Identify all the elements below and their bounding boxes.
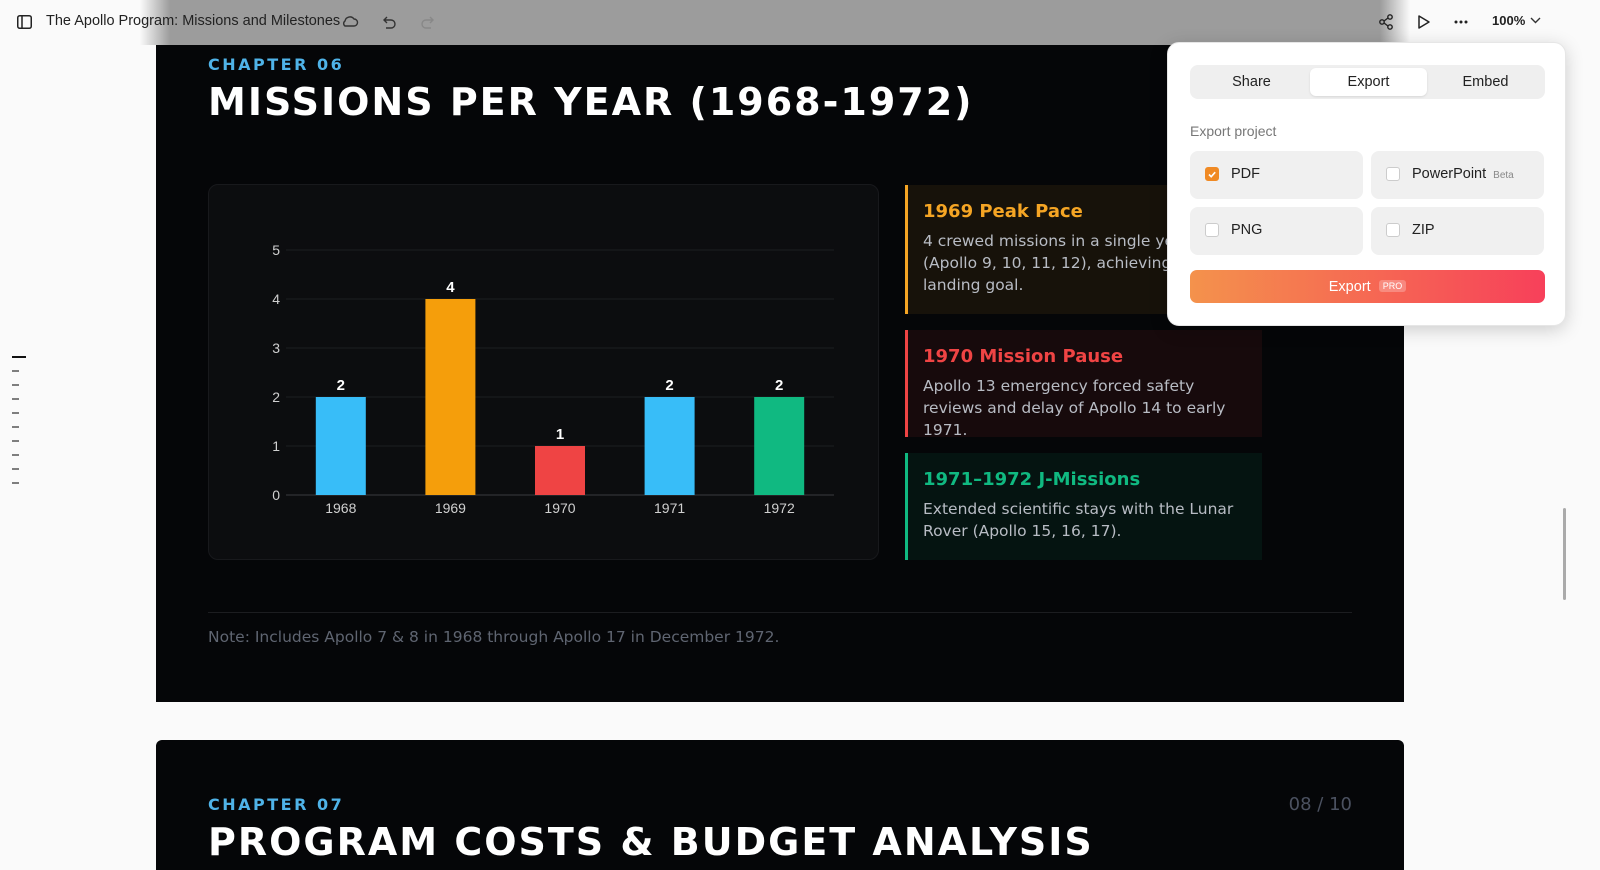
option-badge: Beta [1493,170,1514,181]
y-tick-label: 0 [272,487,280,503]
bar [315,397,366,495]
bar [425,299,476,495]
sidebar-toggle[interactable] [17,15,32,29]
tab-bar: Share Export Embed [1190,65,1545,99]
card-title: 1970 Mission Pause [923,346,1124,367]
checkbox[interactable] [1205,223,1219,237]
checkbox[interactable] [1386,167,1400,181]
option-label: ZIP [1412,222,1435,238]
option-name: ZIP [1412,222,1435,238]
data-label: 2 [337,377,345,394]
export-option[interactable]: PNG [1190,207,1363,255]
card-title: 1971–1972 J-Missions [923,469,1141,490]
y-tick-label: 2 [272,389,280,405]
option-label: PNG [1231,222,1262,238]
insight-card: 1970 Mission Pause Apollo 13 emergency fo… [905,330,1262,439]
chart-card [208,184,879,560]
option-label: PowerPoint Beta [1412,166,1514,182]
export-panel: Share Export Embed Export project PDF Power… [1167,42,1566,326]
checkbox[interactable] [1205,167,1219,181]
scrollbar[interactable] [1563,508,1566,600]
export-button-label: Export [1328,279,1371,295]
option-name: PowerPoint [1412,166,1487,182]
bar-chart: 0 1 2 3 4 5 1968 2 1969 4 1970 1 1971 2 1972 2 [272,242,834,516]
slide-title: MISSIONS PER YEAR (1968-1972) [208,80,974,124]
export-option[interactable]: ZIP [1371,207,1544,255]
section-label: Export project [1190,123,1277,139]
toolbar-shade [140,0,1410,45]
x-tick-label: 1970 [544,500,575,516]
document-title: The Apollo Program: Missions and Milesto… [46,13,341,29]
card-title: 1969 Peak Pace [923,201,1083,222]
tab[interactable]: Export [1310,68,1427,96]
export-option[interactable]: PDF [1190,151,1363,199]
card-text: 4 crewed missions in a single year (Apol… [923,232,1247,294]
chapter-label: CHAPTER 06 [208,55,345,74]
card-text: Extended scientific stays with the Lunar… [923,500,1234,540]
bar [535,446,585,495]
data-label: 2 [665,377,673,394]
tab[interactable]: Share [1232,74,1271,90]
card-text: Apollo 13 emergency forced safety review… [923,377,1226,439]
y-tick-label: 1 [272,438,280,454]
divider [208,612,1352,613]
data-label: 2 [775,377,783,394]
bar [644,397,695,495]
x-tick-label: 1972 [764,500,795,516]
tab[interactable]: Embed [1462,74,1509,90]
chapter-label: CHAPTER 07 [208,795,345,814]
y-tick-label: 4 [272,291,280,307]
x-tick-label: 1971 [654,500,685,516]
bar [754,397,805,495]
x-tick-label: 1969 [435,500,466,516]
option-label: PDF [1231,166,1260,182]
export-option[interactable]: PowerPoint Beta [1371,151,1544,199]
next-slide [156,740,1404,870]
slide-title: PROGRAM COSTS & BUDGET ANALYSIS [208,820,1094,864]
insight-card: 1971–1972 J-Missions Extended scientific … [905,453,1262,560]
checkbox[interactable] [1386,223,1400,237]
x-tick-label: 1968 [325,500,356,516]
option-name: PNG [1231,222,1263,238]
data-label: 4 [446,279,455,296]
slide-note: Note: Includes Apollo 7 & 8 in 1968 thro… [208,628,780,646]
slide-navigator[interactable] [10,355,28,487]
zoom-chevron[interactable] [1530,17,1541,25]
action-icons[interactable] [1378,13,1470,31]
zoom-level[interactable]: 100% [1492,13,1526,28]
y-tick-label: 3 [272,340,280,356]
option-name: PDF [1231,166,1260,182]
y-tick-label: 5 [272,242,280,258]
history-icons[interactable] [342,14,438,30]
page-number: 08 / 10 [1288,794,1352,815]
export-button[interactable]: Export PRO [1190,270,1545,303]
data-label: 1 [556,426,564,443]
pro-badge: PRO [1378,280,1407,292]
